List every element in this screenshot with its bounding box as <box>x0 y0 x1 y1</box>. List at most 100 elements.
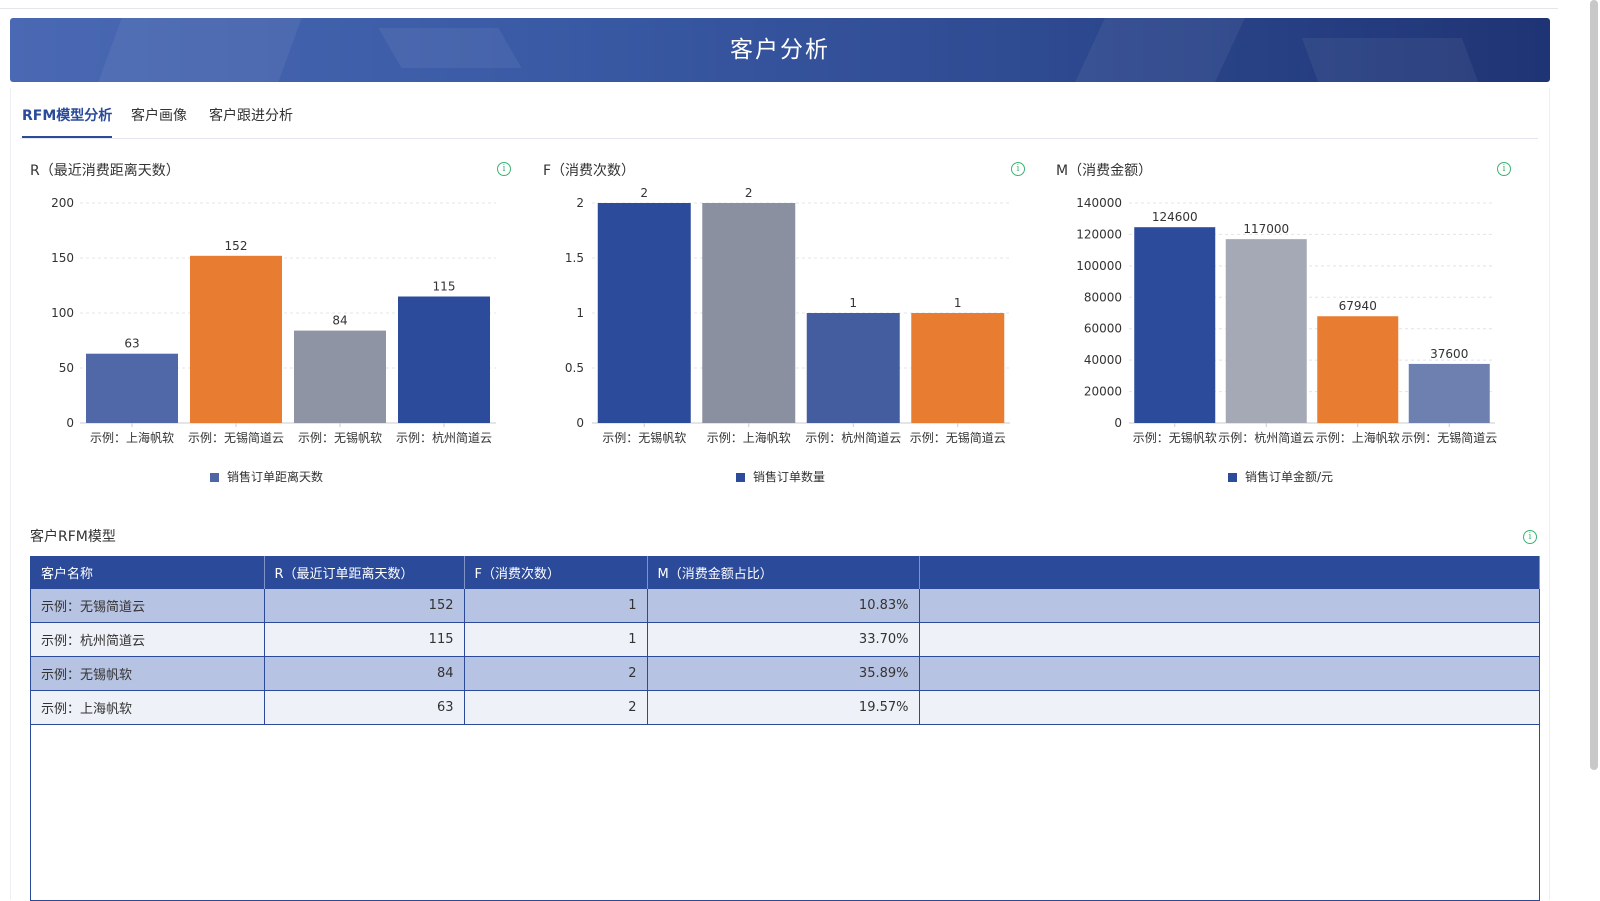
y-tick-label: 140000 <box>1076 196 1122 210</box>
bar[interactable] <box>1134 227 1216 423</box>
rfm-table-title: 客户RFM模型 <box>30 529 116 545</box>
y-tick-label: 0 <box>1114 416 1122 430</box>
info-circle-icon[interactable]: i <box>1011 162 1025 176</box>
y-tick-label: 100000 <box>1076 259 1122 273</box>
bar[interactable] <box>86 353 178 423</box>
bar[interactable] <box>597 203 691 423</box>
x-tick-label: 示例：上海帆软 <box>90 430 174 445</box>
cell-m: 33.70% <box>647 622 920 657</box>
x-tick-label: 示例：无锡简道云 <box>188 430 284 445</box>
x-tick-label: 示例：无锡帆软 <box>298 430 382 445</box>
cell-customer: 示例：上海帆软 <box>31 690 265 725</box>
cell-r: 115 <box>264 622 465 657</box>
table-row[interactable]: 示例：无锡帆软 84 2 35.89% <box>31 656 1540 691</box>
legend-swatch <box>736 473 745 482</box>
cell-empty <box>919 690 1540 725</box>
x-tick-label: 示例：无锡帆软 <box>1133 430 1217 445</box>
table-row[interactable]: 示例：上海帆软 63 2 19.57% <box>31 690 1540 725</box>
legend-swatch <box>1228 473 1237 482</box>
x-tick-label: 示例：上海帆软 <box>1316 430 1400 445</box>
cell-m: 35.89% <box>647 656 920 691</box>
y-tick-label: 0 <box>576 416 584 430</box>
cell-r: 84 <box>264 656 465 691</box>
bar-value-label: 84 <box>332 314 347 328</box>
bar[interactable] <box>911 313 1005 423</box>
x-tick-label: 示例：无锡简道云 <box>910 430 1006 445</box>
page-header: 客户分析 <box>10 18 1550 82</box>
y-tick-label: 100 <box>51 306 74 320</box>
column-header[interactable]: F（消费次数） <box>464 556 648 589</box>
bar-value-label: 37600 <box>1430 347 1468 361</box>
tab-customer-followup[interactable]: 客户跟进分析 <box>209 108 293 124</box>
chart-r-title: R（最近消费距离天数） <box>30 163 180 179</box>
rfm-table-container: 客户名称 R（最近订单距离天数） F（消费次数） M（消费金额占比） 示例：无锡… <box>30 556 1540 901</box>
cell-customer: 示例：无锡帆软 <box>31 656 265 691</box>
bar-value-label: 115 <box>433 280 456 294</box>
column-header[interactable]: M（消费金额占比） <box>647 556 920 589</box>
y-tick-label: 200 <box>51 196 74 210</box>
info-circle-icon[interactable]: i <box>497 162 511 176</box>
vertical-scrollbar[interactable] <box>1590 0 1598 770</box>
legend-label: 销售订单金额/元 <box>1245 470 1334 484</box>
cell-customer: 示例：杭州简道云 <box>31 622 265 657</box>
x-tick-label: 示例：杭州简道云 <box>1218 430 1314 445</box>
x-tick-label: 示例：无锡简道云 <box>1401 430 1497 445</box>
cell-empty <box>919 622 1540 657</box>
top-divider <box>0 8 1558 9</box>
legend-swatch <box>210 473 219 482</box>
cell-customer: 示例：无锡简道云 <box>31 589 265 623</box>
bar[interactable] <box>806 313 900 423</box>
info-circle-icon[interactable]: i <box>1523 530 1537 544</box>
tab-rfm-analysis[interactable]: RFM模型分析 <box>22 96 113 138</box>
y-tick-label: 1 <box>576 306 584 320</box>
tab-customer-profile[interactable]: 客户画像 <box>131 108 187 124</box>
cell-r: 152 <box>264 589 465 623</box>
bar-value-label: 2 <box>745 186 753 200</box>
y-tick-label: 60000 <box>1084 322 1122 336</box>
bar[interactable] <box>1225 239 1307 423</box>
cell-f: 1 <box>464 622 648 657</box>
x-tick-label: 示例：杭州简道云 <box>396 430 492 445</box>
bar[interactable] <box>398 296 490 424</box>
x-tick-label: 示例：无锡帆软 <box>602 430 686 445</box>
chart-m-plot: 0 20000 40000 60000 80000 100000 120000 140000 1… <box>1076 196 1497 445</box>
cell-f: 2 <box>464 690 648 725</box>
column-header <box>919 556 1540 589</box>
cell-r: 63 <box>264 690 465 725</box>
bar-value-label: 63 <box>124 337 139 351</box>
table-row[interactable]: 示例：杭州简道云 115 1 33.70% <box>31 622 1540 657</box>
legend-label: 销售订单距离天数 <box>227 470 324 484</box>
y-tick-label: 120000 <box>1076 227 1122 241</box>
cell-empty <box>919 589 1540 623</box>
y-tick-label: 0 <box>66 416 74 430</box>
bar[interactable] <box>190 255 282 423</box>
x-tick-label: 示例：上海帆软 <box>707 430 791 445</box>
y-tick-label: 1.5 <box>565 251 584 265</box>
y-tick-label: 50 <box>59 361 74 375</box>
bar[interactable] <box>1408 363 1490 423</box>
legend-label: 销售订单数量 <box>753 470 826 484</box>
table-row[interactable]: 示例：无锡简道云 152 1 10.83% <box>31 589 1540 623</box>
cell-f: 1 <box>464 589 648 623</box>
column-header[interactable]: 客户名称 <box>31 556 265 589</box>
bar-value-label: 1 <box>954 296 962 310</box>
y-tick-label: 40000 <box>1084 353 1122 367</box>
bar-value-label: 117000 <box>1243 222 1289 236</box>
bar[interactable] <box>702 203 796 423</box>
page-title: 客户分析 <box>730 37 830 63</box>
tab-bar: RFM模型分析 客户画像 客户跟进分析 <box>20 96 1538 139</box>
info-circle-icon[interactable]: i <box>1497 162 1511 176</box>
x-tick-label: 示例：杭州简道云 <box>805 430 901 445</box>
bar-value-label: 1 <box>849 296 857 310</box>
y-tick-label: 20000 <box>1084 385 1122 399</box>
bar-value-label: 2 <box>640 186 648 200</box>
column-header[interactable]: R（最近订单距离天数） <box>264 556 465 589</box>
chart-m-legend: 销售订单金额/元 <box>1228 468 1333 485</box>
chart-f-title: F（消费次数） <box>543 163 636 179</box>
bar[interactable] <box>1317 316 1399 423</box>
cell-empty <box>919 656 1540 691</box>
bar[interactable] <box>294 330 386 423</box>
cell-m: 19.57% <box>647 690 920 725</box>
y-tick-label: 0.5 <box>565 361 584 375</box>
bar-value-label: 124600 <box>1152 210 1198 224</box>
